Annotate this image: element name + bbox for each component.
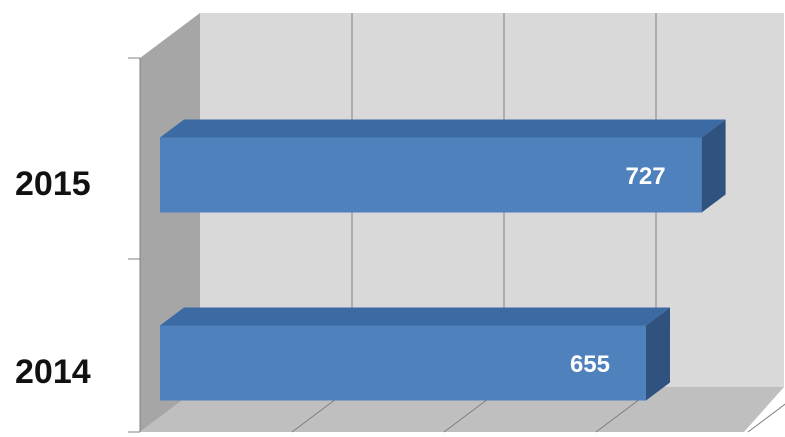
category-axis [128, 57, 141, 433]
bar-value-label: 727 [626, 163, 666, 190]
bar-2014: 655 [160, 307, 670, 401]
bar-side-face [701, 119, 726, 213]
category-label-2014: 2014 [15, 353, 91, 391]
category-label-2015: 2015 [15, 165, 91, 203]
bar-value-label: 655 [570, 351, 610, 378]
gridline-floor-3 [747, 403, 785, 433]
category-labels: 2015 2014 [15, 165, 91, 391]
bar-top-face [160, 307, 670, 326]
bar-front-face [160, 325, 646, 401]
bar-2015: 727 [160, 119, 726, 213]
bar-top-face [160, 119, 726, 138]
bar-side-face [645, 307, 670, 401]
bar-front-face [160, 137, 702, 213]
bars: 727 655 [160, 119, 726, 401]
